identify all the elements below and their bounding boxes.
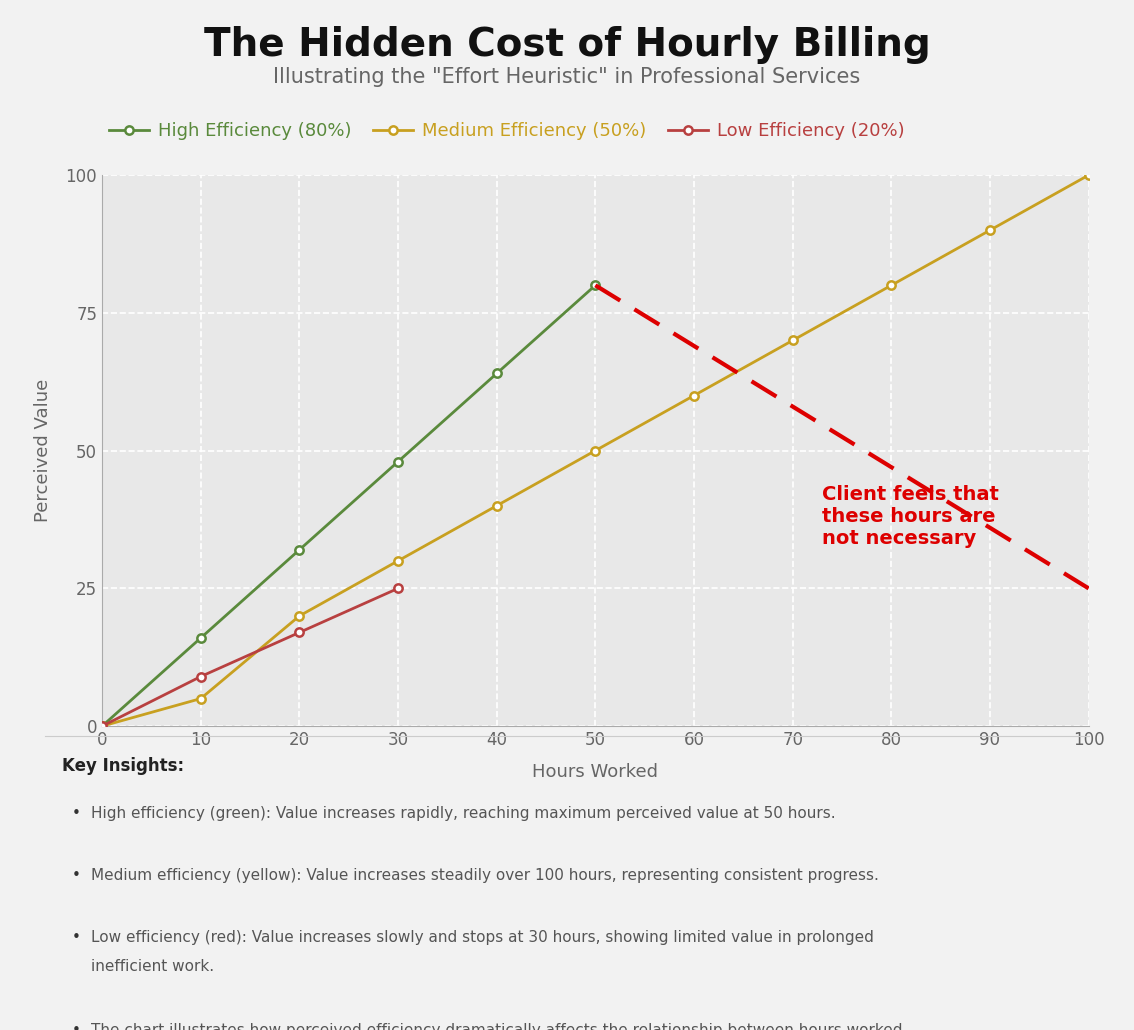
Text: •: • (71, 930, 81, 946)
X-axis label: Hours Worked: Hours Worked (532, 763, 659, 781)
Text: The chart illustrates how perceived efficiency dramatically affects the relation: The chart illustrates how perceived effi… (91, 1023, 903, 1030)
High Efficiency (80%) (490, 368, 503, 380)
Medium Efficiency (50%) (885, 279, 898, 291)
Medium Efficiency (50%) (1082, 169, 1095, 181)
High Efficiency (80%) (391, 455, 405, 468)
Text: inefficient work.: inefficient work. (91, 959, 214, 974)
Text: Client feels that
these hours are
not necessary: Client feels that these hours are not ne… (822, 485, 999, 548)
Low Efficiency (20%) (391, 582, 405, 594)
Medium Efficiency (50%) (293, 610, 306, 622)
Text: •: • (71, 868, 81, 884)
Text: Key Insights:: Key Insights: (62, 757, 185, 775)
Medium Efficiency (50%) (391, 554, 405, 566)
Text: High efficiency (green): Value increases rapidly, reaching maximum perceived val: High efficiency (green): Value increases… (91, 806, 836, 822)
Text: •: • (71, 1023, 81, 1030)
Text: The Hidden Cost of Hourly Billing: The Hidden Cost of Hourly Billing (204, 26, 930, 64)
Medium Efficiency (50%) (786, 334, 799, 346)
High Efficiency (80%) (194, 631, 208, 644)
Medium Efficiency (50%) (687, 389, 701, 402)
High Efficiency (80%) (293, 544, 306, 556)
Medium Efficiency (50%) (95, 720, 109, 732)
Text: •: • (71, 806, 81, 822)
Line: Medium Efficiency (50%): Medium Efficiency (50%) (98, 171, 1093, 730)
High Efficiency (80%) (95, 720, 109, 732)
Text: Medium efficiency (yellow): Value increases steadily over 100 hours, representin: Medium efficiency (yellow): Value increa… (91, 868, 879, 884)
Text: Low efficiency (red): Value increases slowly and stops at 30 hours, showing limi: Low efficiency (red): Value increases sl… (91, 930, 873, 946)
Low Efficiency (20%) (293, 626, 306, 639)
Low Efficiency (20%) (194, 671, 208, 683)
Legend: High Efficiency (80%), Medium Efficiency (50%), Low Efficiency (20%): High Efficiency (80%), Medium Efficiency… (102, 115, 912, 147)
Y-axis label: Perceived Value: Perceived Value (34, 379, 52, 522)
Line: High Efficiency (80%): High Efficiency (80%) (98, 281, 600, 730)
Line: Low Efficiency (20%): Low Efficiency (20%) (98, 584, 403, 730)
Low Efficiency (20%) (95, 720, 109, 732)
Medium Efficiency (50%) (194, 692, 208, 705)
Medium Efficiency (50%) (490, 500, 503, 512)
Medium Efficiency (50%) (983, 224, 997, 236)
Medium Efficiency (50%) (589, 445, 602, 457)
Text: Illustrating the "Effort Heuristic" in Professional Services: Illustrating the "Effort Heuristic" in P… (273, 67, 861, 87)
High Efficiency (80%) (589, 279, 602, 291)
